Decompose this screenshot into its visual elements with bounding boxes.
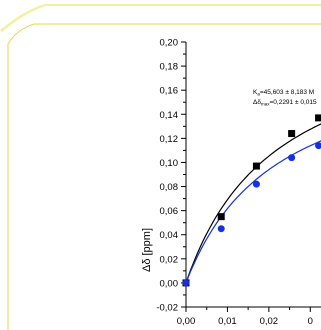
y-tick-label: 0,08 [160,182,179,193]
data-point-circle [288,154,296,162]
fit-annotation: Ka=45,603 ± 8,183 M Δδmax=0,2291 ± 0,015 [253,89,317,107]
x-tick-label: 0,02 [260,316,279,327]
y-tick-label: 0,12 [160,134,179,145]
page-curl-decoration [0,4,321,32]
x-tick-label: 0 [308,316,313,327]
axes-group: -0,02 0,00 0,02 0,04 0,06 0,08 0,10 0,12 0,14 0,1… [156,38,321,327]
y-axis-label: Δδ [ppm] [141,228,153,272]
fit-curve-2 [185,140,321,284]
fit-curves-group [185,123,321,284]
annotation-line-1: Ka=45,603 ± 8,183 M [253,89,314,97]
fit-curve-1 [185,123,321,284]
y-tick-label: 0,02 [160,254,179,265]
x-tick-label: 0,00 [177,316,196,327]
data-point-circle [217,225,225,233]
data-point-square [288,130,296,138]
page-edge-line [7,23,321,330]
annotation-line-2: Δδmax=0,2291 ± 0,015 [253,99,317,107]
y-tick-label: 0,10 [160,158,179,169]
y-tick-label: 0,16 [160,86,179,97]
y-tick-label: 0,14 [160,110,179,121]
y-tick-label: 0,06 [160,206,179,217]
data-point-square [315,114,321,122]
data-point-square [252,162,260,170]
x-tick-label: 0,01 [218,316,237,327]
data-point-circle [252,180,260,188]
data-point-circle [182,279,190,287]
markers-group [182,114,321,287]
data-point-circle [315,142,321,150]
y-tick-label: 0,00 [160,278,179,289]
data-point-square [217,213,225,221]
y-tick-label: 0,20 [160,38,179,49]
y-tick-label: 0,04 [160,230,179,241]
y-tick-label: 0,18 [160,62,179,73]
y-tick-label: -0,02 [156,303,178,314]
